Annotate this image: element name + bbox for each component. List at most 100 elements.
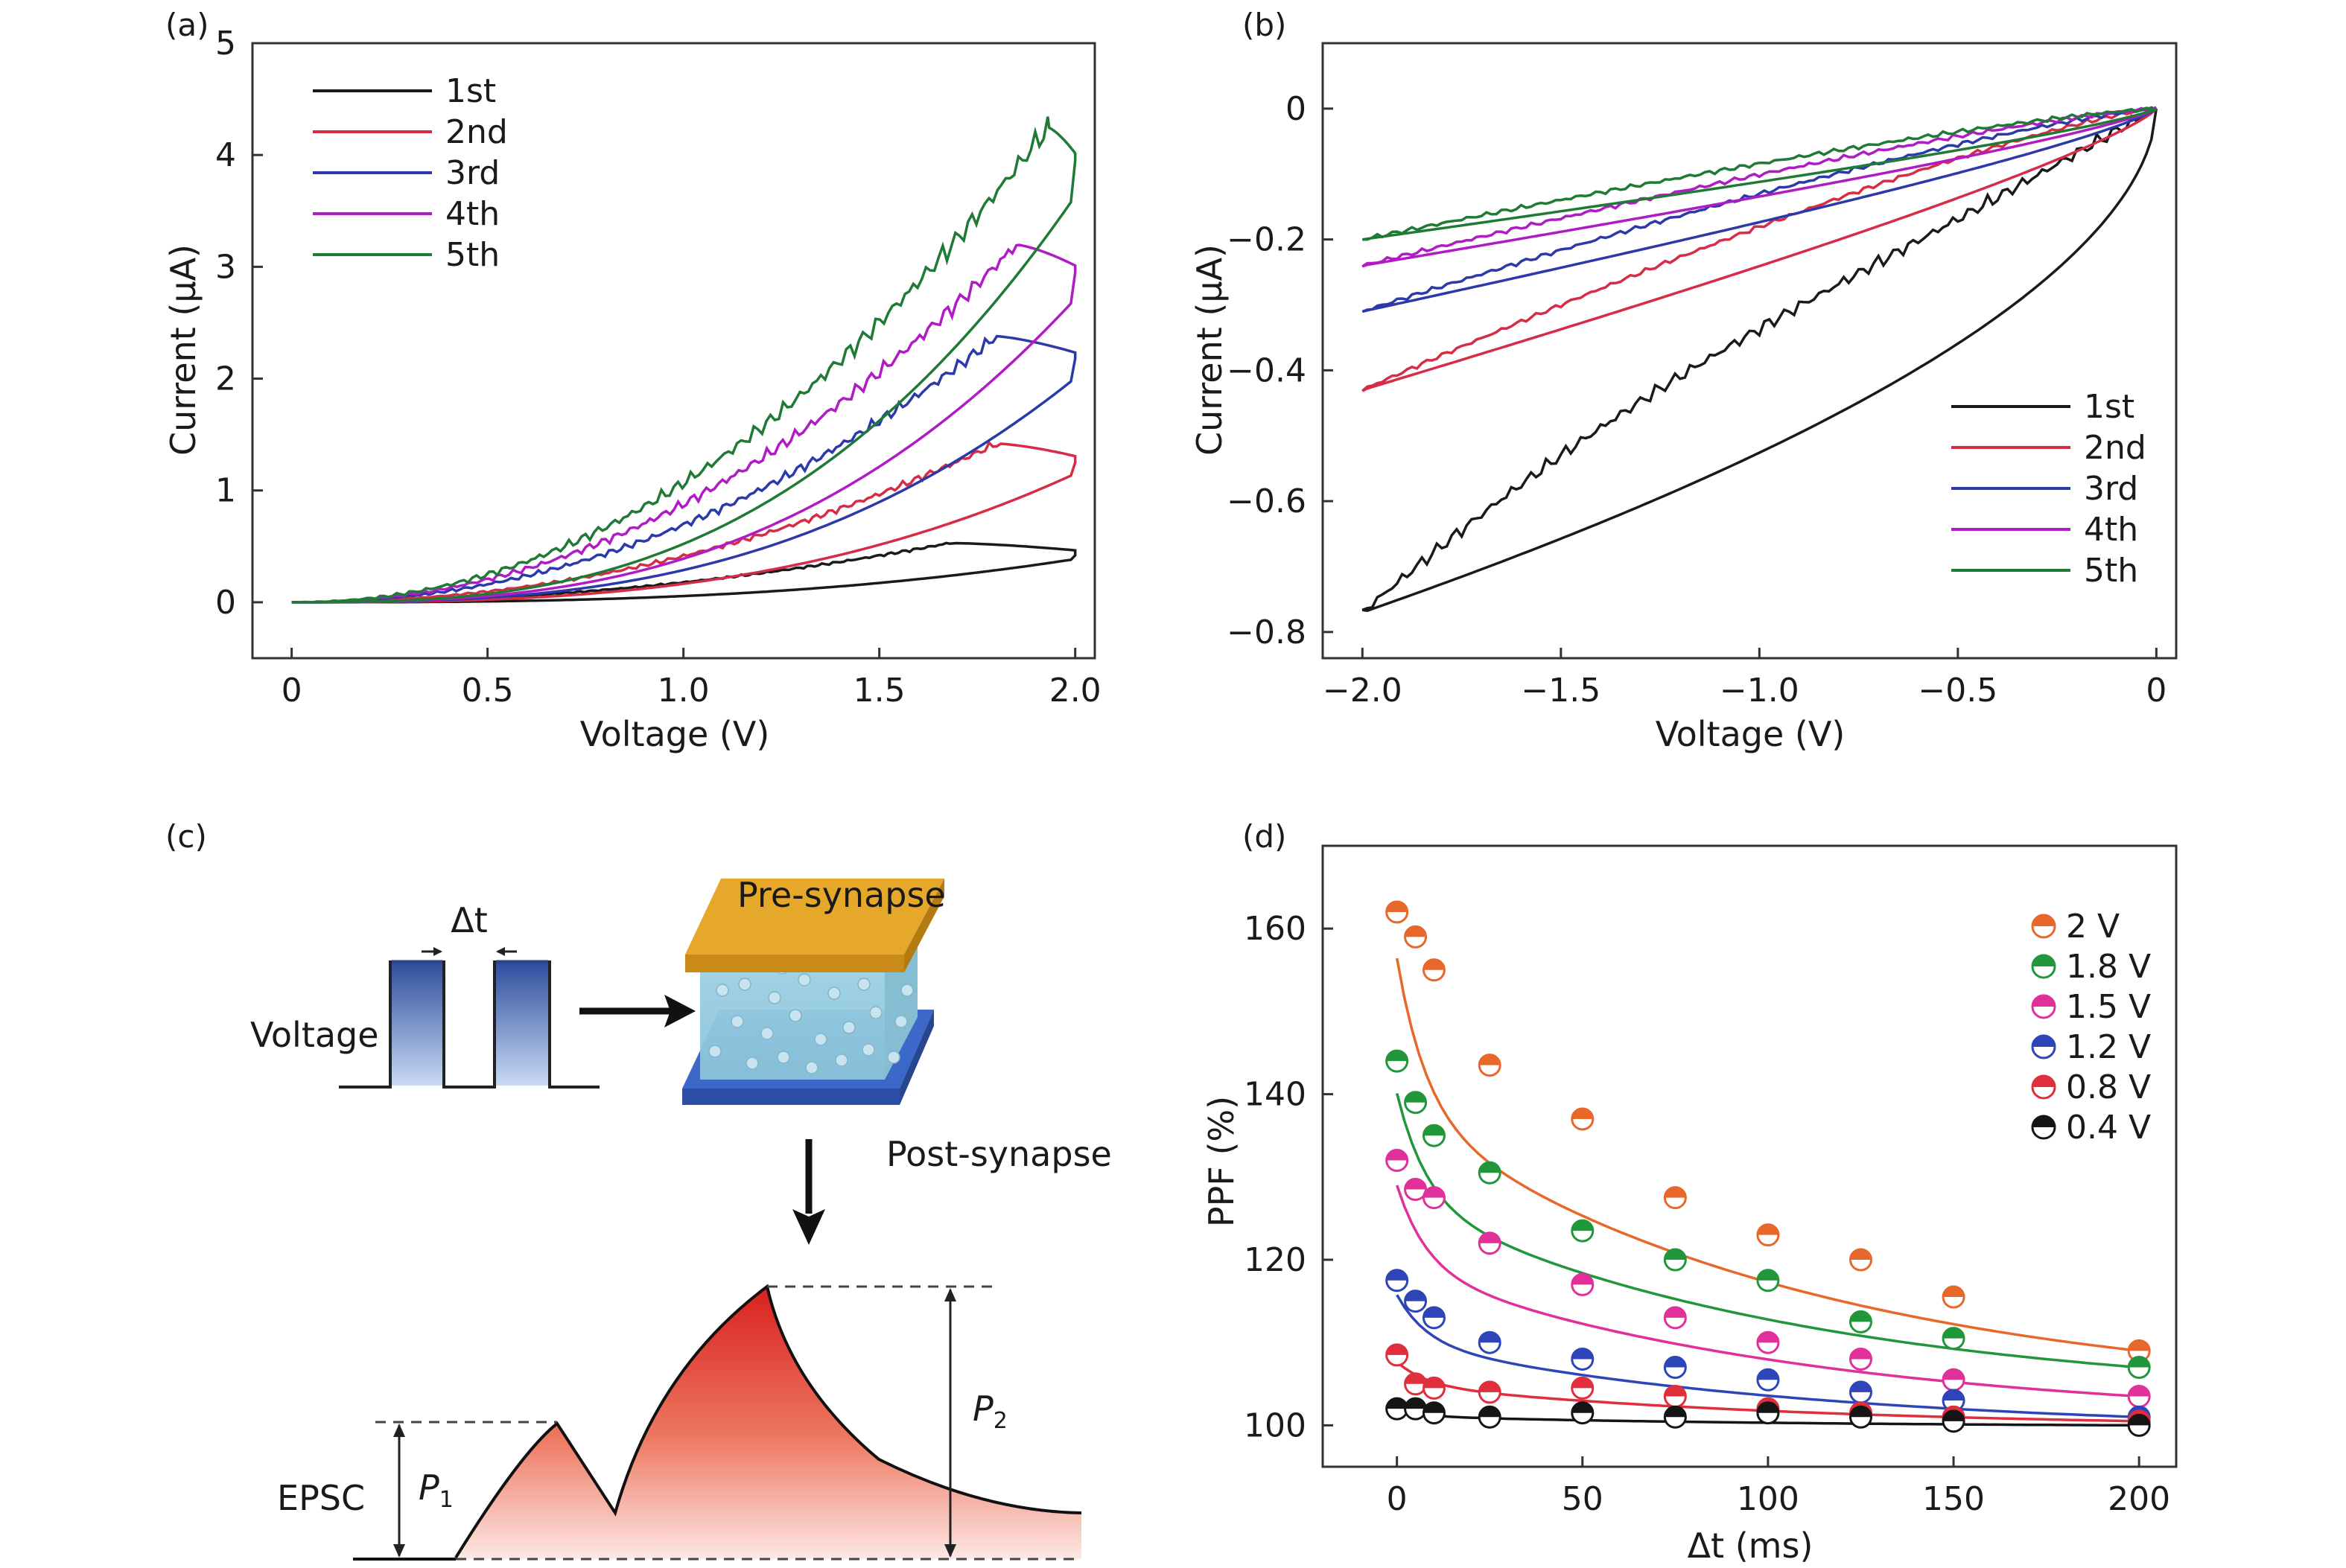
legend-marker-fill bbox=[2032, 1036, 2055, 1047]
ion-particle bbox=[716, 984, 729, 997]
x-tick-label: 150 bbox=[1922, 1480, 1985, 1518]
ion-particle bbox=[708, 1045, 722, 1058]
y-tick-label: −0.4 bbox=[1227, 351, 1306, 389]
y-tick-label: 1 bbox=[215, 472, 236, 510]
pre-synapse-label: Pre-synapse bbox=[737, 875, 946, 915]
ion-particle bbox=[789, 1009, 802, 1022]
delta-t-label: Δt bbox=[451, 900, 488, 940]
data-point-fill bbox=[1943, 1410, 1965, 1421]
data-point-fill bbox=[1850, 1406, 1872, 1418]
data-point-fill bbox=[2129, 1415, 2150, 1426]
legend-label: 2nd bbox=[2084, 429, 2146, 467]
x-axis-label-a: Voltage (V) bbox=[580, 714, 770, 754]
data-point-fill bbox=[1423, 1402, 1445, 1413]
pulse-1 bbox=[392, 963, 442, 1086]
legend-d: 2 V1.8 V1.5 V1.2 V0.8 V0.4 V bbox=[2031, 908, 2151, 1147]
y-tick-label: 140 bbox=[1244, 1076, 1306, 1114]
data-point-fill bbox=[1665, 1249, 1686, 1260]
x-tick-label: 1.5 bbox=[853, 672, 906, 710]
data-point-fill bbox=[2129, 1386, 2150, 1397]
panel-label-b: (b) bbox=[1242, 7, 1286, 43]
x-tick-label: −0.5 bbox=[1918, 672, 1997, 710]
data-point-fill bbox=[2129, 1357, 2150, 1368]
ion-particle bbox=[760, 1027, 774, 1040]
legend-label: 5th bbox=[445, 236, 500, 274]
plot-frame-d bbox=[1321, 844, 2178, 1468]
x-tick-label: 0.5 bbox=[462, 672, 514, 710]
data-point-fill bbox=[1665, 1187, 1686, 1198]
data-point-fill bbox=[1571, 1108, 1593, 1119]
ion-particle bbox=[746, 1057, 759, 1070]
data-point-fill bbox=[1423, 1307, 1445, 1318]
data-point-fill bbox=[1943, 1390, 1965, 1401]
data-point-fill bbox=[1386, 1344, 1408, 1355]
data-point-fill bbox=[1757, 1224, 1778, 1235]
series-line-5th bbox=[1362, 106, 2158, 241]
epsc-waveform bbox=[353, 1284, 1082, 1561]
synapse-diagram: Δt Voltage Pre-synapse Post-synapse bbox=[250, 875, 1112, 1561]
ion-particle bbox=[857, 978, 871, 991]
ion-particle bbox=[842, 1021, 856, 1034]
series-line-3rd bbox=[1361, 106, 2158, 313]
data-point-fill bbox=[1386, 901, 1408, 912]
y-axis-label-b: Current (µA) bbox=[1189, 244, 1230, 456]
p2-label: P2 bbox=[973, 1389, 1008, 1434]
data-point-fill bbox=[1571, 1402, 1593, 1413]
series-line-2nd bbox=[1361, 107, 2158, 392]
x-axis-label-d: Δt (ms) bbox=[1688, 1526, 1813, 1566]
data-point-fill bbox=[1850, 1381, 1872, 1392]
data-point-fill bbox=[1850, 1348, 1872, 1360]
pulse-2 bbox=[496, 963, 548, 1086]
data-point-fill bbox=[1405, 1373, 1426, 1384]
y-tick-label: 4 bbox=[215, 136, 236, 174]
fit-line-1.2 V bbox=[1396, 1294, 2140, 1419]
data-point-fill bbox=[1405, 1290, 1426, 1301]
y-axis-label-a: Current (µA) bbox=[163, 244, 203, 456]
legend-label: 4th bbox=[2084, 511, 2138, 549]
epsc-label: EPSC bbox=[277, 1478, 365, 1518]
x-tick-label: 1.0 bbox=[658, 672, 710, 710]
legend-label: 0.4 V bbox=[2066, 1109, 2151, 1147]
legend-label: 0.8 V bbox=[2066, 1068, 2151, 1106]
data-point-fill bbox=[1665, 1386, 1686, 1397]
data-point-fill bbox=[1850, 1249, 1872, 1260]
data-point-fill bbox=[1479, 1406, 1501, 1418]
data-point-fill bbox=[1943, 1369, 1965, 1380]
ion-particle bbox=[814, 1033, 827, 1046]
data-point-fill bbox=[1571, 1348, 1593, 1360]
y-tick-label: 2 bbox=[215, 360, 236, 398]
y-tick-label: 3 bbox=[215, 248, 236, 286]
legend-marker-fill bbox=[2032, 1076, 2055, 1087]
data-point-fill bbox=[1386, 1269, 1408, 1281]
y-tick-label: 120 bbox=[1244, 1241, 1306, 1279]
series-line-3rd bbox=[291, 334, 1077, 604]
legend-label: 1st bbox=[2084, 388, 2134, 426]
x-tick-label: 100 bbox=[1737, 1480, 1799, 1518]
y-tick-label: 0 bbox=[215, 584, 236, 622]
data-point-fill bbox=[1571, 1377, 1593, 1389]
data-point-fill bbox=[2129, 1340, 2150, 1351]
ion-particle bbox=[887, 1051, 900, 1064]
legend-label: 1.2 V bbox=[2066, 1028, 2151, 1066]
legend-marker-fill bbox=[2032, 1116, 2055, 1127]
ion-particle bbox=[894, 1015, 908, 1028]
arrow-down-icon bbox=[792, 1139, 825, 1245]
ion-particle bbox=[869, 1006, 883, 1019]
y-tick-label: 100 bbox=[1244, 1406, 1306, 1444]
data-point-fill bbox=[1479, 1381, 1501, 1392]
legend-marker-fill bbox=[2032, 995, 2055, 1007]
x-tick-label: −2.0 bbox=[1323, 672, 1402, 710]
y-tick-label: 160 bbox=[1244, 910, 1306, 948]
arrow-right-icon bbox=[579, 995, 696, 1027]
data-point-fill bbox=[1479, 1054, 1501, 1065]
legend-label: 2 V bbox=[2066, 908, 2120, 946]
data-point-fill bbox=[1423, 1187, 1445, 1198]
legend-marker-fill bbox=[2032, 955, 2055, 966]
y-tick-label: −0.8 bbox=[1227, 614, 1306, 651]
data-point-fill bbox=[1405, 1179, 1426, 1190]
data-point-fill bbox=[1943, 1328, 1965, 1339]
data-point-fill bbox=[1405, 1398, 1426, 1409]
